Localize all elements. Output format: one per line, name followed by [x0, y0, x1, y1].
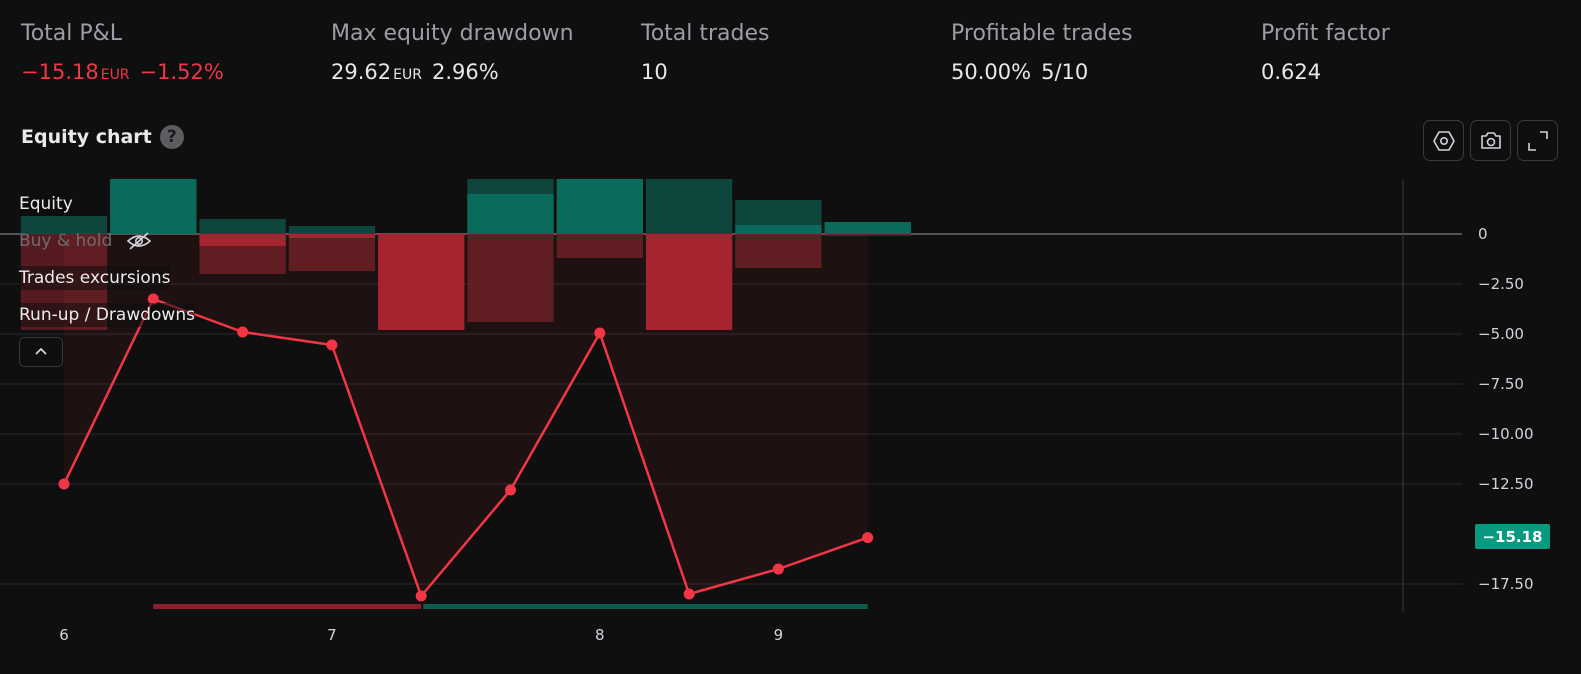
settings-icon — [1432, 130, 1455, 151]
stat-profit-factor: Profit factor 0.624 — [1261, 20, 1390, 86]
y-tick-label: −2.50 — [1478, 275, 1524, 293]
settings-button[interactable] — [1423, 120, 1464, 161]
chart-title: Equity chart — [21, 126, 152, 148]
stat-label: Total P&L — [21, 21, 123, 46]
trade-pnl-bar — [288, 234, 376, 238]
stat-value-row: 29.62 EUR 2.96% — [331, 58, 574, 89]
stat-percent: −1.52% — [139, 60, 224, 84]
screenshot-button[interactable] — [1470, 120, 1511, 161]
equity-point — [147, 293, 159, 305]
trade-pnl-bar — [378, 234, 465, 330]
runup-bar — [20, 216, 108, 234]
equity-point — [58, 478, 70, 490]
trade-excursion-bars — [20, 179, 911, 330]
stat-value: 10 — [641, 60, 668, 84]
stat-value: −15.18 EUR — [21, 60, 130, 84]
chart-header: Equity chart ? — [21, 125, 184, 149]
y-tick-label: −10.00 — [1478, 425, 1534, 443]
legend-item-buy-hold[interactable]: Buy & hold — [19, 222, 195, 259]
y-tick-label: −7.50 — [1478, 375, 1524, 393]
drawdown-strip — [153, 604, 422, 609]
equity-point — [683, 588, 695, 600]
stat-percent: 2.96% — [431, 60, 499, 84]
y-tick-label: −5.00 — [1478, 325, 1524, 343]
drawdown-bar — [556, 234, 643, 258]
equity-point — [594, 327, 606, 339]
legend-label: Trades excursions — [19, 265, 171, 290]
stat-label: Profitable trades — [951, 21, 1133, 46]
stats-bar: Total P&L −15.18 EUR −1.52% Max equity dr… — [0, 0, 1581, 110]
legend-item-runup-drawdowns[interactable]: Run-up / Drawdowns — [19, 296, 195, 333]
legend-item-trades-excursions[interactable]: Trades excursions — [19, 259, 195, 296]
trade-pnl-bar — [110, 179, 197, 234]
legend-label: Equity — [19, 191, 73, 216]
equity-point — [505, 484, 516, 496]
legend-label: Buy & hold — [19, 230, 113, 251]
stat-value-row: 0.624 — [1261, 58, 1390, 86]
drawdown-bar — [824, 234, 911, 236]
stat-value-row: 50.00% 5/10 — [951, 58, 1133, 86]
trade-pnl-bar — [824, 222, 911, 234]
equity-point — [772, 563, 784, 575]
question-icon[interactable]: ? — [159, 125, 184, 149]
runup-strip — [423, 604, 868, 609]
equity-point — [237, 326, 249, 338]
x-tick-label: 9 — [774, 626, 784, 644]
stat-ratio: 5/10 — [1041, 60, 1089, 84]
drawdown-bar — [735, 234, 822, 268]
trade-pnl-bar — [735, 225, 822, 234]
stat-max-drawdown: Max equity drawdown 29.62 EUR 2.96% — [331, 20, 574, 89]
runup-bar — [199, 219, 286, 234]
equity-area — [64, 234, 868, 609]
y-tick-label: −17.50 — [1478, 575, 1534, 593]
y-tick-label: −12.50 — [1478, 475, 1534, 493]
stat-value: 0.624 — [1261, 60, 1322, 84]
chevron-up-icon — [35, 347, 47, 355]
legend-label: Run-up / Drawdowns — [19, 302, 195, 327]
eye-off-icon[interactable] — [126, 231, 152, 251]
stat-profitable-trades: Profitable trades 50.00% 5/10 — [951, 20, 1133, 86]
equity-fill — [64, 234, 868, 596]
runup-bar — [645, 179, 733, 234]
stat-total-trades: Total trades 10 — [641, 20, 770, 86]
trade-pnl-bar — [645, 234, 733, 330]
fullscreen-icon — [1527, 130, 1548, 151]
stat-label: Profit factor — [1261, 21, 1390, 46]
currency-label: EUR — [393, 67, 422, 83]
currency-label: EUR — [100, 67, 130, 83]
y-tick-label: 0 — [1478, 225, 1488, 243]
last-value-label: −15.18 — [1475, 524, 1550, 549]
price-axis: 0 −2.50 −5.00 −7.50 −10.00 −12.50 −17.50 6 7 8 9 — [59, 225, 1533, 644]
stat-value: 50.00% — [951, 60, 1032, 84]
legend-collapse-button[interactable] — [19, 337, 63, 367]
runup-bar — [288, 226, 376, 234]
equity-point — [862, 532, 874, 544]
trade-pnl-bar — [467, 194, 554, 234]
stat-value: 29.62 EUR — [331, 60, 422, 84]
grid-lines — [0, 179, 1462, 612]
drawdown-bar — [467, 234, 554, 322]
x-tick-label: 7 — [327, 626, 337, 644]
trade-pnl-bar — [556, 179, 643, 234]
camera-icon — [1480, 131, 1501, 149]
stat-value-row: −15.18 EUR −1.52% — [21, 58, 224, 89]
stat-label: Max equity drawdown — [331, 21, 574, 46]
stat-label: Total trades — [641, 21, 770, 46]
x-tick-label: 6 — [59, 626, 69, 644]
trade-pnl-bar — [199, 234, 286, 246]
equity-point — [326, 339, 338, 351]
equity-polyline — [62, 297, 869, 598]
equity-line — [58, 293, 874, 602]
drawdown-bar — [288, 234, 376, 271]
legend-item-equity[interactable]: Equity — [19, 185, 195, 222]
stat-total-pnl: Total P&L −15.18 EUR −1.52% — [21, 20, 224, 89]
equity-point — [415, 590, 427, 602]
chart-legend: Equity Buy & hold Trades excursions Run-… — [19, 185, 195, 367]
fullscreen-button[interactable] — [1517, 120, 1558, 161]
chart-toolbar — [1423, 120, 1558, 161]
stat-value-row: 10 — [641, 58, 770, 86]
x-tick-label: 8 — [595, 626, 605, 644]
